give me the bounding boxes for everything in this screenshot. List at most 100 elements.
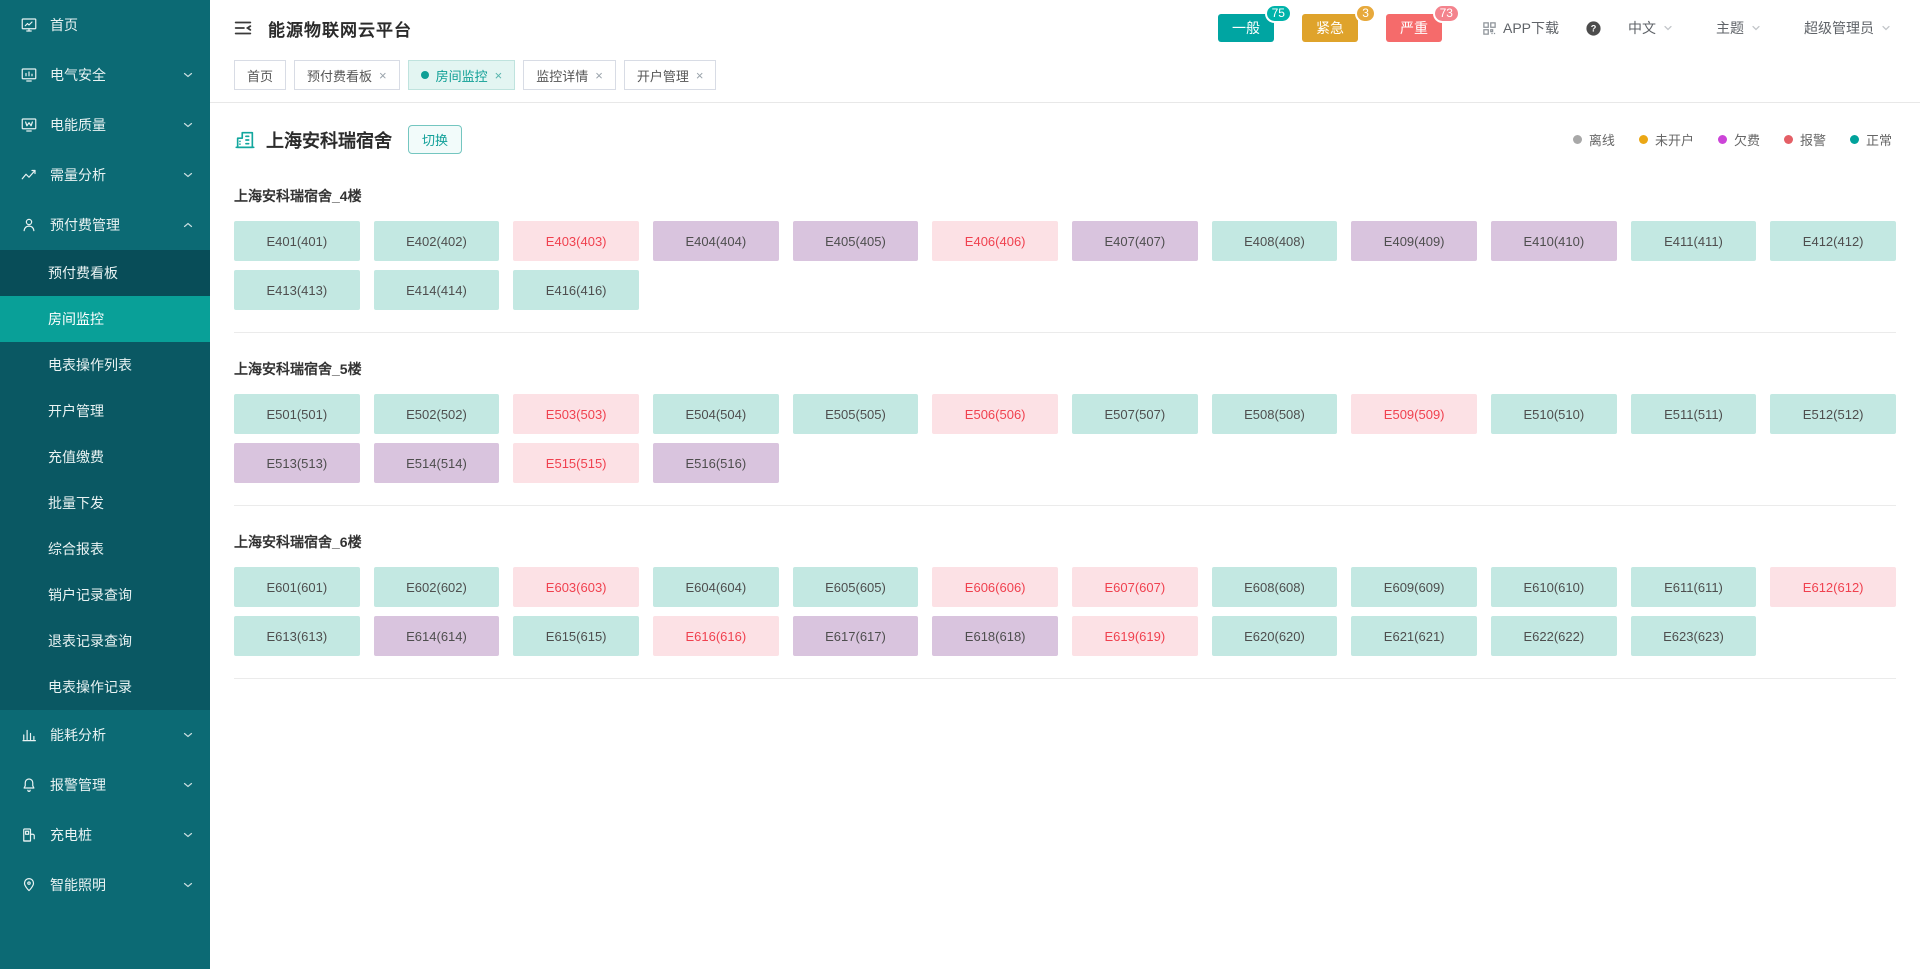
legend-item: 正常 [1849, 130, 1892, 149]
tab-5[interactable]: 开户管理 × [623, 60, 717, 90]
room-card[interactable]: E506(506) [932, 394, 1058, 434]
app-download-link[interactable]: APP下载 [1482, 18, 1559, 38]
room-card[interactable]: E608(608) [1211, 567, 1338, 607]
room-card[interactable]: E619(619) [1071, 616, 1198, 656]
room-card[interactable]: E501(501) [234, 394, 360, 434]
room-card[interactable]: E503(503) [513, 394, 639, 434]
sidebar-menu: 首页 电气安全 电能质量 需量分析 预付费管理 预付费看板 房间监控 电表操作列表开户管理充值… [0, 0, 210, 910]
room-card[interactable]: E408(408) [1211, 221, 1338, 261]
room-card[interactable]: E514(514) [373, 443, 500, 483]
room-card[interactable]: E406(406) [932, 221, 1058, 261]
room-card[interactable]: E405(405) [792, 221, 919, 261]
help-icon[interactable]: ? [1585, 20, 1602, 37]
room-card[interactable]: E607(607) [1071, 567, 1198, 607]
sidebar-item[interactable]: 电气安全 [0, 50, 210, 100]
collapse-menu-icon[interactable] [232, 17, 254, 39]
room-card[interactable]: E401(401) [234, 221, 360, 261]
alarm-count-badge: 75 [1264, 4, 1292, 23]
sidebar-subitem[interactable]: 综合报表 [0, 526, 210, 572]
language-selector[interactable]: 中文 [1628, 18, 1674, 38]
room-card[interactable]: E602(602) [373, 567, 500, 607]
room-card[interactable]: E618(618) [932, 616, 1058, 656]
switch-building-button[interactable]: 切换 [408, 125, 463, 154]
user-menu[interactable]: 超级管理员 [1804, 18, 1892, 38]
alarm-level-badge[interactable]: 一般 75 [1217, 4, 1292, 42]
room-card[interactable]: E511(511) [1630, 394, 1757, 434]
sidebar-subitem[interactable]: 电表操作列表 [0, 342, 210, 388]
sidebar-item[interactable]: 智能照明 [0, 860, 210, 910]
room-card[interactable]: E623(623) [1630, 616, 1757, 656]
room-card[interactable]: E413(413) [234, 270, 360, 310]
room-card[interactable]: E609(609) [1351, 567, 1477, 607]
room-card[interactable]: E510(510) [1490, 394, 1617, 434]
sidebar-subitem[interactable]: 充值缴费 [0, 434, 210, 480]
sidebar-item[interactable]: 预付费管理 [0, 200, 210, 250]
room-card[interactable]: E407(407) [1071, 221, 1198, 261]
sidebar-item[interactable]: 能耗分析 [0, 710, 210, 760]
room-card[interactable]: E402(402) [373, 221, 500, 261]
electrical-safety-icon [20, 66, 38, 84]
room-card[interactable]: E412(412) [1770, 221, 1896, 261]
tab-3[interactable]: 房间监控 × [407, 60, 516, 90]
room-card[interactable]: E610(610) [1490, 567, 1617, 607]
room-card[interactable]: E601(601) [234, 567, 360, 607]
close-tab-icon[interactable]: × [695, 67, 704, 83]
room-card[interactable]: E603(603) [513, 567, 639, 607]
sidebar-item-label: 报警管理 [50, 777, 106, 793]
room-card[interactable]: E409(409) [1351, 221, 1477, 261]
sidebar-item[interactable]: 充电桩 [0, 810, 210, 860]
sidebar-subitem[interactable]: 退表记录查询 [0, 618, 210, 664]
room-card[interactable]: E516(516) [652, 443, 779, 483]
room-card[interactable]: E512(512) [1770, 394, 1896, 434]
room-card[interactable]: E502(502) [373, 394, 500, 434]
room-card[interactable]: E505(505) [792, 394, 919, 434]
sidebar-subitem[interactable]: 批量下发 [0, 480, 210, 526]
close-tab-icon[interactable]: × [379, 67, 387, 83]
room-card[interactable]: E611(611) [1630, 567, 1757, 607]
room-card[interactable]: E509(509) [1351, 394, 1477, 434]
room-card[interactable]: E604(604) [652, 567, 779, 607]
room-card[interactable]: E414(414) [373, 270, 500, 310]
sidebar-subitem[interactable]: 销户记录查询 [0, 572, 210, 618]
room-card[interactable]: E620(620) [1211, 616, 1338, 656]
room-card[interactable]: E411(411) [1630, 221, 1757, 261]
room-card[interactable]: E617(617) [792, 616, 919, 656]
sidebar-item[interactable]: 首页 [0, 0, 210, 50]
room-card[interactable]: E504(504) [652, 394, 779, 434]
theme-selector[interactable]: 主题 [1716, 18, 1762, 38]
room-card[interactable]: E606(606) [932, 567, 1058, 607]
room-card[interactable]: E614(614) [373, 616, 500, 656]
room-card[interactable]: E410(410) [1490, 221, 1617, 261]
sidebar-item[interactable]: 报警管理 [0, 760, 210, 810]
room-card[interactable]: E507(507) [1071, 394, 1198, 434]
sidebar-subitem[interactable]: 预付费看板 [0, 250, 210, 296]
room-card[interactable]: E613(613) [234, 616, 360, 656]
room-card[interactable]: E616(616) [652, 616, 779, 656]
room-card[interactable]: E605(605) [792, 567, 919, 607]
sidebar-subitem[interactable]: 电表操作记录 [0, 664, 210, 710]
sidebar-item[interactable]: 需量分析 [0, 150, 210, 200]
room-card[interactable]: E615(615) [513, 616, 639, 656]
close-tab-icon[interactable]: × [595, 67, 603, 83]
tab-1[interactable]: 首页 [234, 60, 287, 90]
tab-4[interactable]: 监控详情 × [523, 60, 616, 90]
room-card[interactable]: E622(622) [1490, 616, 1617, 656]
room-card[interactable]: E416(416) [513, 270, 639, 310]
sidebar-subitem-label: 开户管理 [48, 403, 104, 419]
tab-2[interactable]: 预付费看板 × [294, 60, 400, 90]
room-card[interactable]: E515(515) [513, 443, 639, 483]
room-card[interactable]: E508(508) [1211, 394, 1338, 434]
room-card[interactable]: E513(513) [234, 443, 360, 483]
alarm-level-badge[interactable]: 严重 73 [1385, 4, 1460, 42]
alarm-level-badge[interactable]: 紧急 3 [1301, 4, 1376, 42]
legend-label: 离线 [1588, 133, 1615, 148]
room-card[interactable]: E403(403) [513, 221, 639, 261]
sidebar-subitem[interactable]: 房间监控 [0, 296, 210, 342]
sidebar: 首页 电气安全 电能质量 需量分析 预付费管理 预付费看板 房间监控 电表操作列表开户管理充值… [0, 0, 210, 969]
close-tab-icon[interactable]: × [494, 67, 503, 83]
room-card[interactable]: E612(612) [1770, 567, 1896, 607]
room-card[interactable]: E621(621) [1351, 616, 1477, 656]
room-card[interactable]: E404(404) [652, 221, 779, 261]
sidebar-item[interactable]: 电能质量 [0, 100, 210, 150]
sidebar-subitem[interactable]: 开户管理 [0, 388, 210, 434]
